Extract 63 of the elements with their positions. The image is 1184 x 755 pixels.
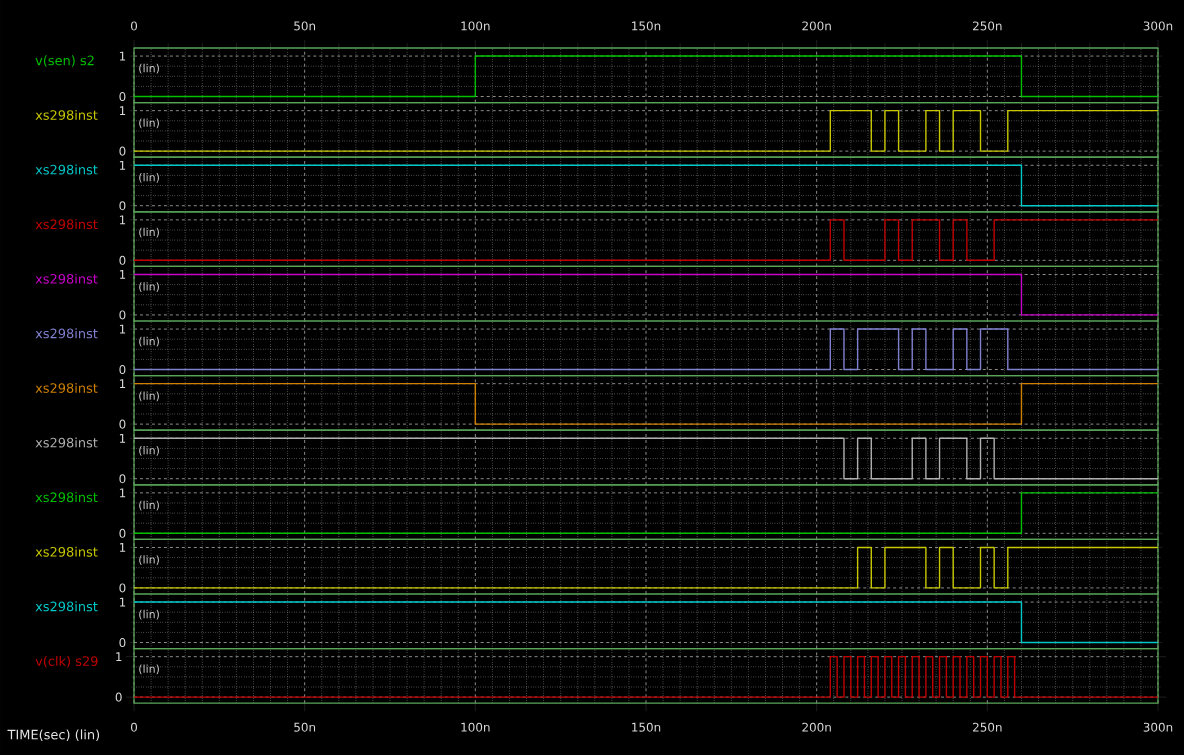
annotation: (lin) (139, 500, 159, 511)
annotation: (lin) (139, 609, 159, 620)
x2-tick-label: 50n (294, 21, 316, 31)
y-axis-title: xs298inst (35, 546, 98, 557)
x-tick-label: 150n (632, 722, 661, 732)
annotation: (lin) (139, 63, 159, 74)
y-axis-title: xs298inst (35, 109, 98, 120)
y-axis-title: xs298inst (35, 164, 98, 175)
annotation: (lin) (139, 446, 159, 456)
x2-tick-label: 250n (973, 21, 1002, 31)
y-tick-label: 0 (119, 255, 126, 265)
y-tick-label: 1 (119, 597, 126, 607)
y-axis-title: xs298inst (35, 382, 98, 393)
annotation: (lin) (139, 664, 159, 675)
annotation: (lin) (139, 118, 159, 129)
y-axis-title: xs298inst (35, 492, 98, 503)
y-tick-label: 0 (119, 419, 126, 429)
x2-tick-label: 100n (461, 21, 490, 31)
y-tick-label: 0 (119, 583, 126, 593)
x2-tick-label: 200n (802, 21, 831, 31)
y-tick-label: 0 (119, 310, 126, 320)
x2-tick-label: 300n (1143, 21, 1173, 31)
x-tick-label: 300n (1143, 722, 1173, 732)
annotation: (lin) (139, 227, 159, 238)
annotation: (lin) (139, 555, 159, 566)
y-tick-label: 0 (119, 528, 126, 538)
x2-tick-label: 150n (632, 21, 661, 31)
y-tick-label: 1 (119, 324, 126, 334)
y-tick-label: 1 (116, 652, 122, 662)
y-axis-title: v(clk) s29 (35, 655, 98, 668)
y-axis-title: v(sen) s2 (35, 55, 94, 67)
y-tick-label: 1 (119, 160, 126, 170)
y-tick-label: 0 (119, 474, 126, 484)
y-tick-label: 1 (119, 106, 126, 116)
annotation: (lin) (139, 173, 159, 183)
x2-tick-label: 0 (130, 21, 138, 31)
x-tick-label: 200n (802, 722, 831, 732)
y-tick-label: 1 (119, 543, 126, 552)
x-tick-label: 100n (461, 722, 490, 732)
y-tick-label: 1 (119, 270, 126, 279)
y-tick-label: 1 (119, 433, 126, 443)
y-tick-label: 0 (119, 201, 126, 211)
annotation: (lin) (139, 391, 159, 402)
x-tick-label: 250n (973, 722, 1002, 732)
annotation: (lin) (139, 282, 159, 293)
y-axis-title: xs298inst (35, 219, 98, 230)
y-tick-label: 0 (115, 692, 122, 702)
annotation: (lin) (139, 336, 159, 347)
y-tick-label: 1 (119, 379, 126, 389)
y-axis-title: xs298inst (35, 437, 98, 448)
y-tick-label: 1 (119, 51, 126, 61)
y-tick-label: 0 (119, 637, 126, 648)
y-axis-title: xs298inst (35, 601, 98, 612)
y-tick-label: 1 (119, 215, 126, 225)
x-axis-title: TIME(sec) (lin) (7, 729, 100, 741)
y-axis-title: xs298inst (35, 273, 98, 284)
y-tick-label: 1 (119, 488, 126, 498)
y-tick-label: 0 (119, 146, 126, 156)
x-tick-label: 0 (130, 722, 138, 732)
y-tick-label: 0 (119, 91, 126, 102)
x-tick-label: 50n (294, 722, 316, 732)
y-axis-title: xs298inst (35, 328, 98, 339)
y-tick-label: 0 (119, 364, 126, 375)
